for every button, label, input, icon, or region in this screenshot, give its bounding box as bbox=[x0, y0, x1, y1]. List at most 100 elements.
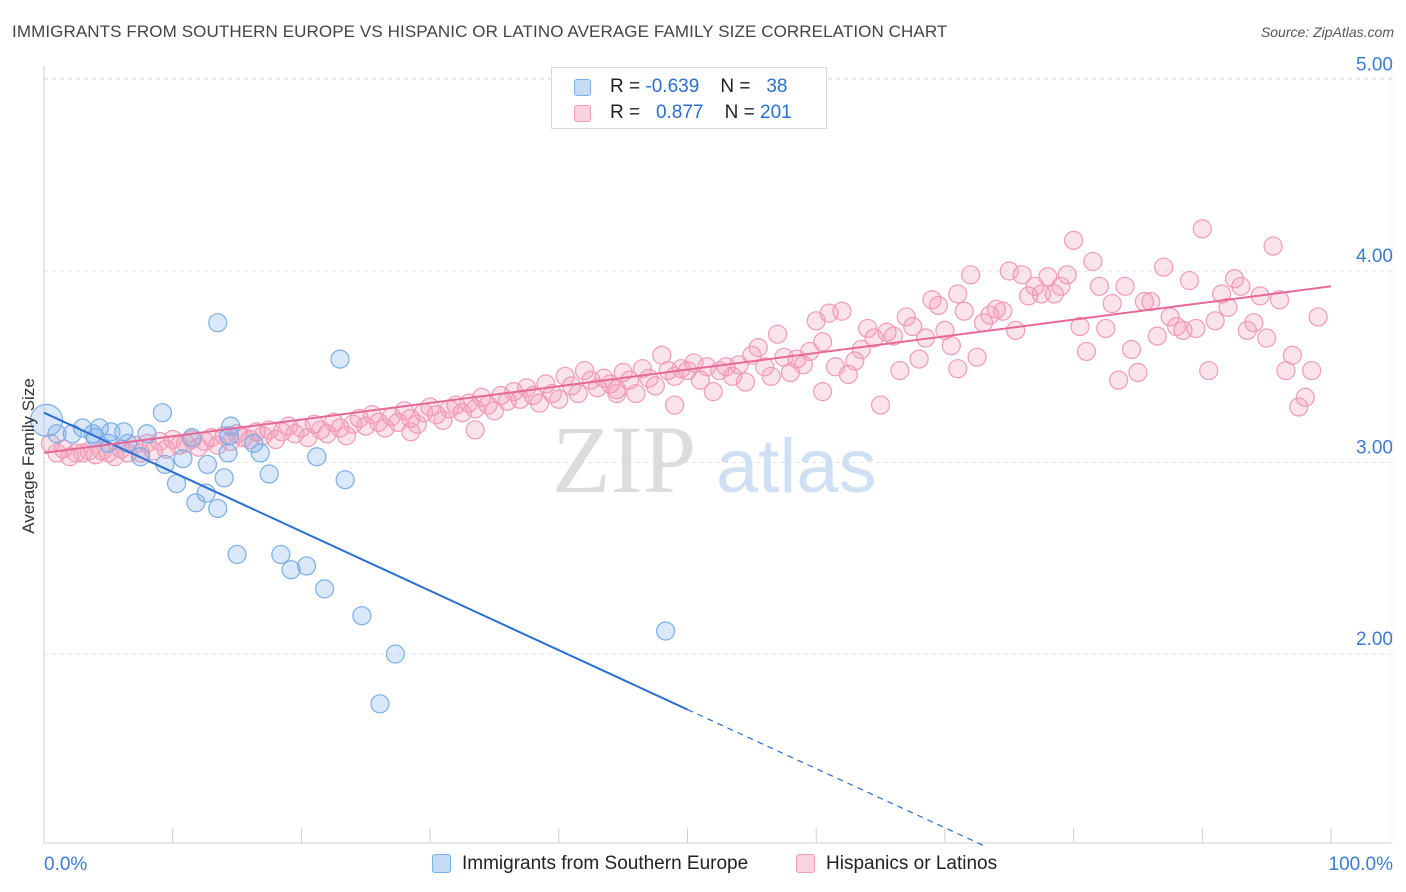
series-legend: Immigrants from Southern Europe Hispanic… bbox=[0, 852, 1406, 878]
data-point-hispanics bbox=[1038, 267, 1058, 287]
data-point-southern-europe bbox=[271, 544, 291, 565]
data-point-hispanics bbox=[574, 360, 595, 381]
r-label: R = bbox=[610, 102, 641, 123]
data-point-hispanics bbox=[813, 332, 833, 352]
data-point-hispanics bbox=[832, 301, 852, 321]
stats-legend: R = -0.639 N = 38 R = 0.877 N = 201 bbox=[551, 67, 827, 129]
data-point-hispanics bbox=[1218, 297, 1238, 317]
data-point-hispanics bbox=[1231, 276, 1251, 296]
data-point-southern-europe bbox=[182, 428, 202, 448]
data-point-southern-europe bbox=[352, 606, 372, 626]
watermark: ZIP atlas bbox=[552, 406, 877, 513]
series-hispanics-points bbox=[40, 219, 1328, 467]
data-point-hispanics bbox=[1089, 276, 1109, 296]
data-point-hispanics bbox=[1057, 265, 1077, 285]
data-point-southern-europe bbox=[114, 422, 134, 442]
watermark-atlas: atlas bbox=[716, 424, 877, 509]
data-point-hispanics bbox=[1102, 293, 1122, 314]
data-point-hispanics bbox=[349, 408, 369, 429]
data-point-hispanics bbox=[999, 261, 1019, 281]
data-point-hispanics bbox=[1186, 318, 1206, 339]
data-point-hispanics bbox=[665, 395, 685, 415]
y-tick-label: 3.00 bbox=[1356, 438, 1393, 459]
data-point-southern-europe bbox=[186, 493, 206, 513]
data-point-hispanics bbox=[336, 426, 357, 446]
data-point-hispanics bbox=[1224, 269, 1245, 289]
data-point-hispanics bbox=[928, 295, 949, 316]
data-point-southern-europe bbox=[370, 694, 390, 714]
data-point-hispanics bbox=[954, 301, 974, 321]
data-point-hispanics bbox=[1070, 316, 1090, 337]
data-point-hispanics bbox=[767, 324, 788, 344]
axis-labels: 2.00 3.00 4.00 5.00 0.0% 100.0% Average Family… bbox=[19, 55, 1393, 876]
data-point-hispanics bbox=[748, 338, 768, 358]
y-tick-label: 5.00 bbox=[1356, 55, 1393, 76]
data-point-southern-europe bbox=[330, 349, 350, 369]
data-point-hispanics bbox=[1179, 270, 1200, 291]
y-tick-label: 4.00 bbox=[1356, 246, 1393, 267]
data-point-hispanics bbox=[240, 429, 260, 450]
data-point-hispanics bbox=[1128, 362, 1148, 383]
data-point-southern-europe bbox=[208, 313, 228, 333]
data-point-southern-europe bbox=[208, 498, 228, 519]
data-point-hispanics bbox=[632, 359, 653, 379]
data-point-southern-europe bbox=[219, 426, 239, 446]
data-point-hispanics bbox=[858, 318, 878, 339]
data-point-hispanics bbox=[1025, 276, 1045, 296]
data-point-hispanics bbox=[1154, 257, 1174, 277]
data-point-hispanics bbox=[1205, 311, 1225, 331]
data-point-hispanics bbox=[1051, 276, 1071, 296]
data-point-southern-europe bbox=[218, 443, 238, 463]
data-point-southern-europe bbox=[296, 556, 317, 576]
trend-extension-southern-europe bbox=[687, 708, 984, 847]
data-point-hispanics bbox=[845, 351, 865, 371]
data-point-hispanics bbox=[851, 339, 871, 360]
data-point-hispanics bbox=[1096, 318, 1116, 339]
data-point-hispanics bbox=[1109, 370, 1129, 390]
legend-label: Hispanics or Latinos bbox=[826, 853, 998, 874]
data-point-hispanics bbox=[1147, 326, 1167, 346]
data-point-hispanics bbox=[330, 418, 350, 438]
data-point-hispanics bbox=[465, 399, 485, 419]
data-point-southern-europe bbox=[227, 544, 247, 565]
grid-lines bbox=[44, 72, 1393, 843]
data-point-hispanics bbox=[1237, 320, 1257, 340]
data-point-hispanics bbox=[1199, 360, 1219, 381]
data-point-hispanics bbox=[967, 347, 987, 367]
data-point-hispanics bbox=[587, 378, 608, 398]
data-point-hispanics bbox=[800, 341, 820, 362]
data-point-southern-europe bbox=[250, 443, 270, 463]
data-point-hispanics bbox=[1295, 387, 1315, 407]
n-value: 38 bbox=[766, 76, 788, 97]
data-point-hispanics bbox=[1263, 236, 1283, 256]
data-point-hispanics bbox=[529, 393, 550, 413]
data-point-hispanics bbox=[645, 376, 665, 396]
data-point-southern-europe bbox=[244, 433, 264, 453]
n-label: N = bbox=[724, 102, 755, 123]
data-point-southern-europe bbox=[214, 468, 234, 488]
data-point-southern-europe bbox=[335, 470, 355, 490]
data-point-hispanics bbox=[1282, 345, 1302, 365]
data-point-hispanics bbox=[1244, 313, 1264, 333]
data-point-hispanics bbox=[607, 383, 627, 404]
data-point-hispanics bbox=[1289, 397, 1309, 417]
data-point-hispanics bbox=[626, 383, 646, 404]
data-point-hispanics bbox=[948, 359, 968, 379]
data-point-hispanics bbox=[465, 420, 485, 440]
data-point-hispanics bbox=[870, 395, 891, 415]
legend-swatch-blue bbox=[432, 854, 451, 873]
data-point-southern-europe bbox=[656, 621, 676, 641]
data-point-hispanics bbox=[1006, 320, 1026, 340]
trend-line-hispanics bbox=[43, 285, 1332, 454]
axes bbox=[43, 66, 1392, 844]
series-southern-europe-points bbox=[29, 313, 676, 714]
r-label: R = bbox=[610, 76, 641, 97]
data-point-hispanics bbox=[433, 410, 453, 430]
data-point-hispanics bbox=[735, 372, 756, 392]
data-point-hispanics bbox=[1012, 265, 1032, 285]
data-point-hispanics bbox=[1302, 360, 1322, 381]
data-point-hispanics bbox=[156, 439, 176, 459]
data-point-southern-europe bbox=[47, 424, 67, 444]
data-point-hispanics bbox=[1044, 284, 1064, 304]
